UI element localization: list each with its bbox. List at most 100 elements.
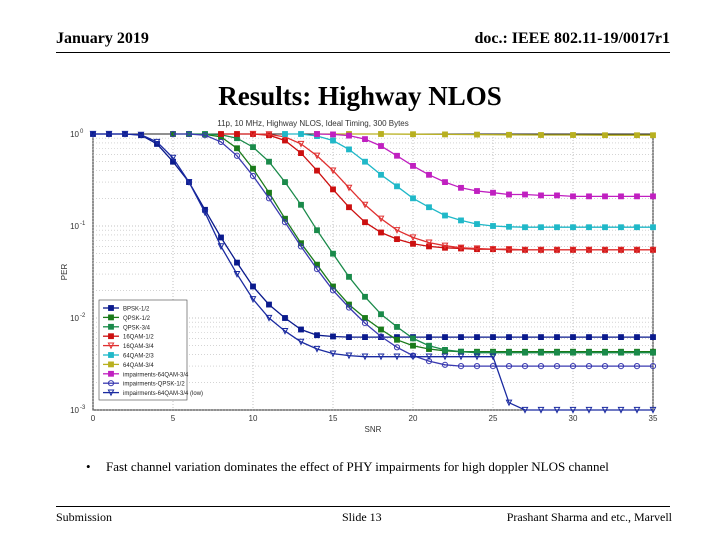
data-point [137, 131, 145, 139]
legend-marker [108, 323, 114, 330]
x-axis-label: SNR [365, 425, 382, 434]
data-point [554, 224, 560, 231]
legend-marker [108, 361, 114, 368]
data-point [650, 349, 656, 356]
data-point [89, 130, 97, 138]
data-point [250, 283, 256, 290]
data-point [442, 131, 448, 138]
data-point [570, 193, 576, 200]
bullet-text: Fast channel variation dominates the eff… [106, 459, 609, 474]
data-point [506, 191, 512, 198]
data-point [602, 132, 608, 139]
series-line [93, 133, 653, 411]
data-point [426, 334, 432, 340]
series-line [317, 133, 653, 136]
data-point [442, 334, 448, 340]
data-point [489, 353, 497, 361]
footer-slide-number: Slide 13 [342, 510, 382, 524]
data-point [521, 363, 529, 370]
data-point [329, 287, 337, 294]
data-point [457, 353, 465, 361]
legend-marker [107, 380, 115, 387]
data-point [490, 189, 496, 196]
data-point [378, 311, 384, 318]
data-point [441, 353, 449, 361]
data-point [585, 406, 593, 414]
data-point [538, 349, 544, 356]
data-point [633, 406, 641, 414]
data-point [410, 342, 416, 349]
data-point [426, 243, 432, 250]
x-tick-label: 0 [91, 414, 96, 423]
data-point [410, 195, 416, 202]
data-point [410, 335, 416, 342]
data-point [602, 224, 608, 231]
data-point [217, 243, 225, 251]
data-point [489, 246, 497, 253]
data-point [457, 363, 465, 370]
data-point [586, 224, 592, 231]
data-point [538, 334, 544, 340]
data-point [233, 271, 241, 278]
data-point [233, 152, 241, 159]
data-point [521, 406, 529, 414]
data-point [585, 246, 593, 254]
data-point [282, 179, 288, 186]
y-tick-label: 10 [70, 130, 79, 139]
series-line [173, 133, 653, 367]
data-point [602, 349, 608, 356]
data-point [169, 154, 177, 162]
data-point [650, 193, 656, 200]
data-point [458, 334, 464, 340]
data-point [282, 315, 288, 321]
data-point [473, 245, 481, 253]
data-point [234, 145, 240, 152]
data-point [298, 201, 304, 208]
data-point [234, 259, 240, 266]
data-point [217, 138, 225, 146]
data-point [441, 361, 449, 368]
data-point [538, 132, 544, 138]
data-point [522, 334, 528, 340]
data-point [314, 227, 320, 234]
data-point [426, 204, 432, 211]
data-point [506, 334, 512, 340]
data-point [282, 131, 288, 137]
data-point [441, 242, 449, 250]
y-axis-label: PER [60, 264, 69, 281]
per-chart: 11p, 10 MHz, Highway NLOS, Ideal Timing,… [60, 119, 658, 434]
data-point [281, 328, 289, 335]
data-point [617, 246, 625, 254]
data-point [298, 150, 304, 156]
data-point [185, 130, 193, 138]
data-point [601, 406, 609, 414]
data-point [425, 239, 433, 247]
data-point [298, 326, 304, 333]
y-tick-label: 10 [70, 314, 79, 323]
data-point [601, 363, 609, 370]
data-point [570, 334, 576, 340]
data-point [362, 136, 368, 143]
data-point [378, 131, 384, 137]
header-date: January 2019 [56, 30, 149, 47]
data-point [329, 350, 337, 358]
data-point [394, 336, 400, 343]
data-point [201, 209, 209, 217]
data-point [617, 363, 625, 370]
data-point [634, 224, 640, 231]
data-point [538, 224, 544, 231]
data-point [650, 132, 656, 139]
data-point [377, 215, 385, 223]
data-point [250, 165, 256, 172]
data-point [553, 363, 561, 370]
data-point [393, 353, 401, 361]
footer-rule [56, 506, 670, 507]
data-point [554, 334, 560, 340]
data-point [554, 192, 560, 199]
data-point [185, 179, 193, 186]
x-tick-label: 10 [249, 414, 258, 423]
data-point [634, 334, 640, 340]
data-point [634, 349, 640, 356]
slide-title: Results: Highway NLOS [218, 81, 502, 111]
data-point [490, 349, 496, 356]
